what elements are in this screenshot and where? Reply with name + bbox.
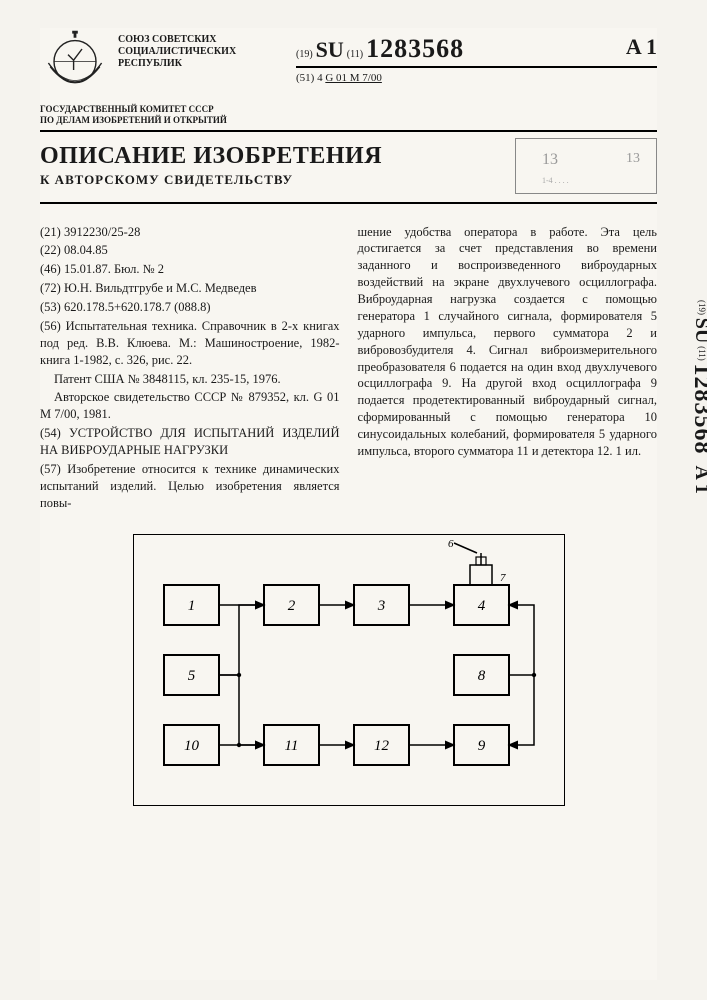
field-56a: (56) Испытательная техника. Справочник в…	[40, 318, 340, 369]
right-column: шение удобства оператора в работе. Эта ц…	[358, 224, 658, 514]
svg-text:6: 6	[448, 538, 454, 550]
committee-text: ГОСУДАРСТВЕННЫЙ КОМИТЕТ СССР ПО ДЕЛАМ ИЗ…	[40, 104, 260, 126]
patent-number: 1283568	[366, 34, 464, 63]
field-22: (22) 08.04.85	[40, 242, 340, 259]
class-prefix: (51) 4	[296, 72, 323, 84]
class-code: G 01 M 7/00	[325, 72, 382, 84]
side-prefix-11: (11)	[697, 346, 707, 361]
left-column: (21) 3912230/25-28 (22) 08.04.85 (46) 15…	[40, 224, 340, 514]
body-columns: (21) 3912230/25-28 (22) 08.04.85 (46) 15…	[40, 224, 657, 514]
svg-text:9: 9	[477, 738, 485, 754]
field-46: (46) 15.01.87. Бюл. № 2	[40, 261, 340, 278]
field-21: (21) 3912230/25-28	[40, 224, 340, 241]
field-56c: Авторское свидетельство СССР № 879352, к…	[40, 389, 340, 423]
side-kind: A 1	[691, 466, 707, 494]
header-row: СОЮЗ СОВЕТСКИХ СОЦИАЛИСТИЧЕСКИХ РЕСПУБЛИ…	[40, 28, 657, 98]
side-patent-label: (19) SU (11) 1283568 A 1	[688, 300, 707, 494]
svg-text:12: 12	[374, 738, 390, 754]
svg-text:2: 2	[287, 598, 295, 614]
prefix-11: (11)	[347, 49, 363, 60]
svg-text:5: 5	[187, 668, 195, 684]
patent-number-block: (19) SU (11) 1283568 A 1 (51) 4 G 01 M 7…	[266, 28, 657, 84]
doc-kind: A 1	[626, 34, 657, 60]
abstract-text: шение удобства оператора в работе. Эта ц…	[358, 224, 658, 460]
side-prefix-19: (19)	[697, 300, 707, 315]
state-emblem-icon	[40, 28, 110, 98]
svg-text:10: 10	[184, 738, 200, 754]
svg-text:1: 1	[187, 598, 195, 614]
country-code: SU	[316, 37, 344, 62]
field-53: (53) 620.178.5+620.178.7 (088.8)	[40, 299, 340, 316]
title-block: ОПИСАНИЕ ИЗОБРЕТЕНИЯ К АВТОРСКОМУ СВИДЕТ…	[40, 130, 657, 204]
side-number: 1283568	[689, 364, 707, 455]
side-country-code: SU	[691, 318, 707, 344]
block-diagram: 123458101112976	[40, 534, 657, 806]
union-text: СОЮЗ СОВЕТСКИХ СОЦИАЛИСТИЧЕСКИХ РЕСПУБЛИ…	[118, 28, 258, 70]
svg-text:11: 11	[284, 738, 298, 754]
svg-text:8: 8	[477, 668, 485, 684]
field-56b: Патент США № 3848115, кл. 235-15, 1976.	[40, 371, 340, 388]
field-57: (57) Изобретение относится к технике дин…	[40, 461, 340, 512]
field-72: (72) Ю.Н. Вильдтгрубе и М.С. Медведев	[40, 280, 340, 297]
prefix-19: (19)	[296, 49, 313, 60]
svg-text:4: 4	[477, 598, 485, 614]
field-54: (54) УСТРОЙСТВО ДЛЯ ИСПЫТАНИЙ ИЗДЕЛИЙ НА…	[40, 425, 340, 459]
svg-text:7: 7	[500, 572, 506, 584]
svg-text:3: 3	[376, 598, 385, 614]
sub-title: К АВТОРСКОМУ СВИДЕТЕЛЬСТВУ	[40, 172, 382, 188]
main-title: ОПИСАНИЕ ИЗОБРЕТЕНИЯ	[40, 143, 382, 170]
stamp-box: 13 13 1-4 . . . .	[515, 138, 657, 194]
